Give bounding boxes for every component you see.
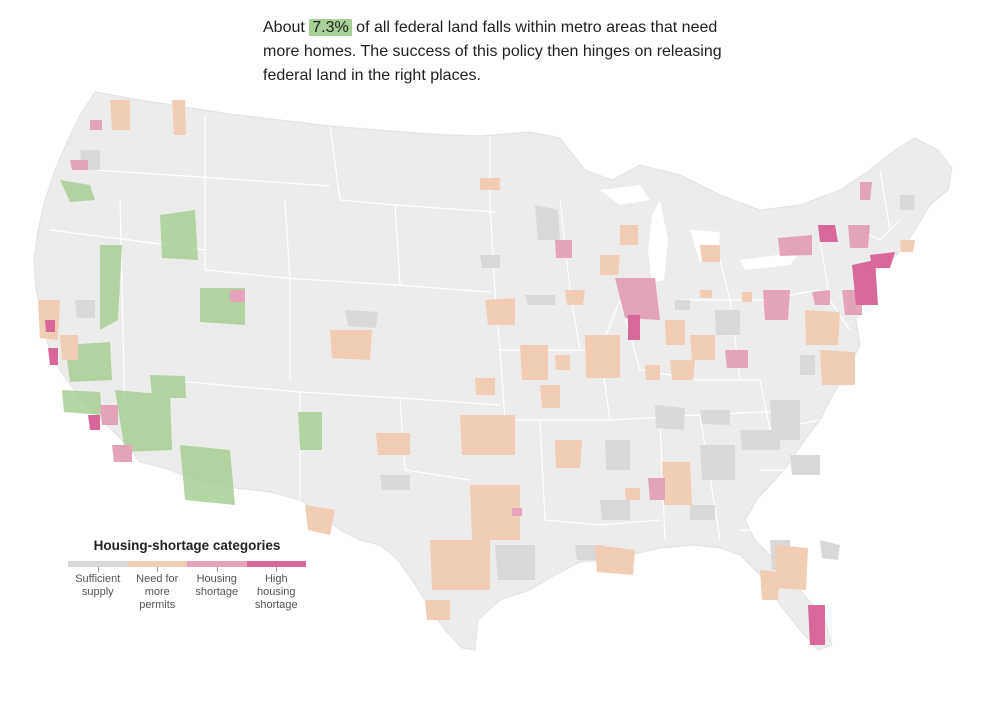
- intro-after: of all federal land falls within metro a…: [263, 19, 722, 84]
- legend-label-permits: Need for more permits: [136, 573, 179, 611]
- metro-shortage: [70, 120, 872, 516]
- great-lakes: [600, 185, 800, 282]
- metro-high-shortage: [45, 225, 895, 645]
- legend-swatch-shortage: [187, 561, 247, 572]
- intro-paragraph: About 7.3% of all federal land falls wit…: [263, 16, 733, 88]
- legend-swatch-sufficient: [68, 561, 128, 572]
- legend-swatch-permits: [127, 561, 187, 572]
- legend-color-bar: [68, 561, 306, 572]
- legend-labels: Sufficient supply Need for more permits Ho…: [68, 573, 306, 612]
- us-landmass: [33, 91, 953, 651]
- legend-label-sufficient: Sufficient supply: [75, 573, 121, 598]
- federal-share-highlight: 7.3%: [309, 19, 352, 36]
- metro-sufficient: [75, 150, 915, 580]
- legend-label-high: High housing shortage: [254, 573, 298, 611]
- intro-before: About: [263, 19, 310, 36]
- legend-label-shortage: Housing shortage: [195, 573, 239, 598]
- legend-title: Housing-shortage categories: [93, 538, 281, 553]
- legend-swatch-high: [246, 561, 306, 572]
- legend: Housing-shortage categories Sufficient su…: [68, 538, 318, 612]
